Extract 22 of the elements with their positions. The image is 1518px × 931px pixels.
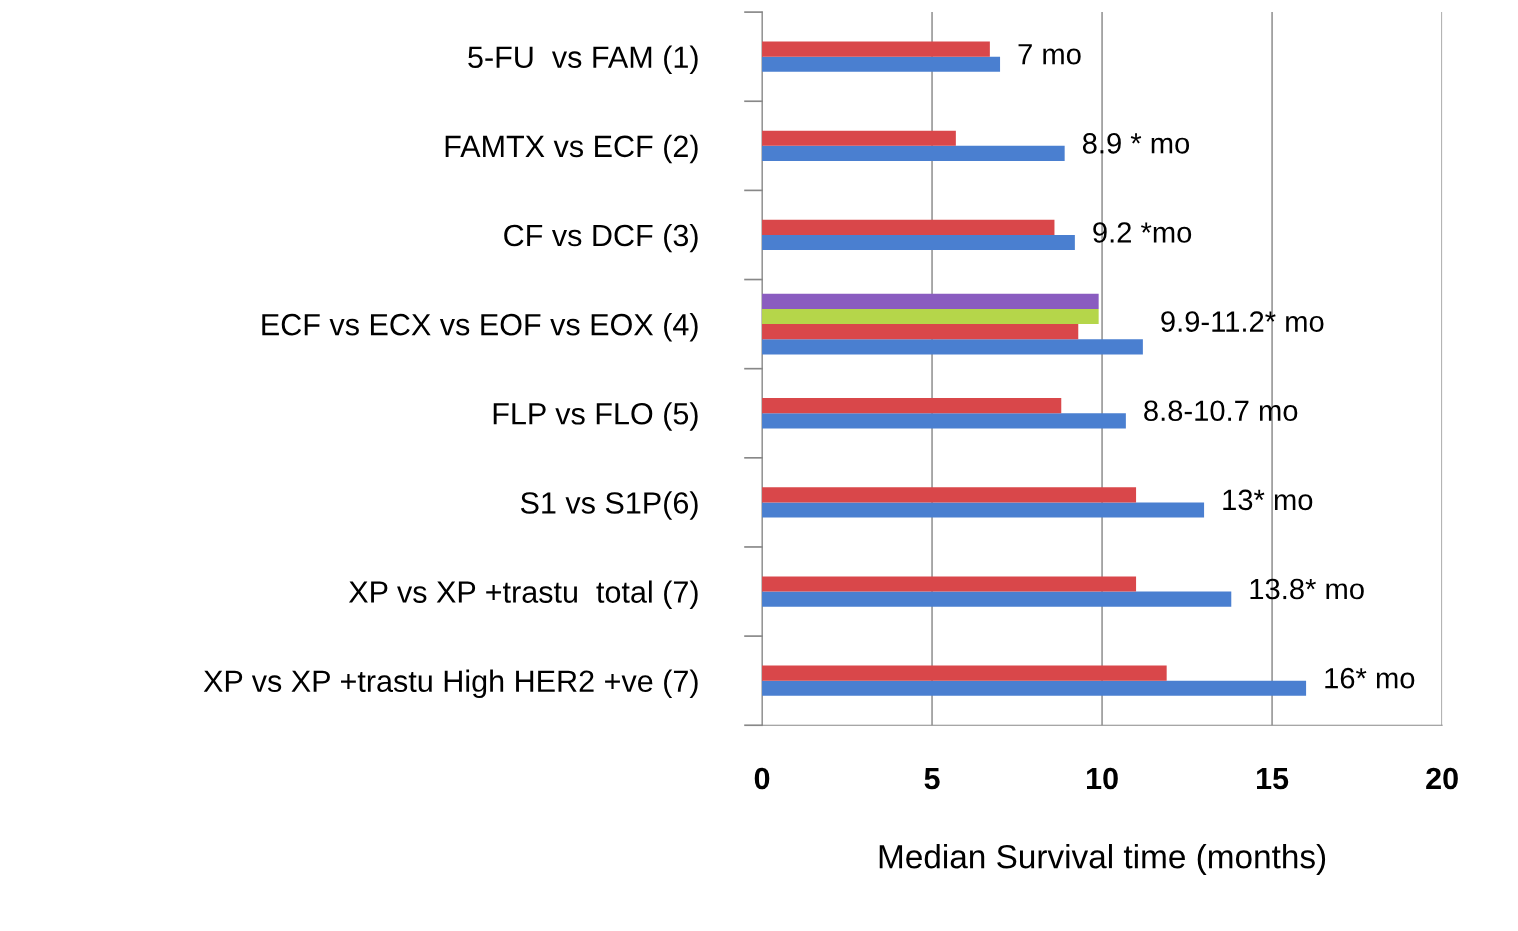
annotation: 13* mo [1223,489,1313,511]
annotation: 7 mo [1018,44,1081,65]
y-tick-label: XP vs XP +trastu total (7) [348,580,698,609]
y-tick-label: S1 vs S1P(6) [520,491,698,520]
annotation: 9.9-11.2* mo [1161,311,1324,332]
y-tick-label: 5-FU vs FAM (1) [468,45,698,75]
x-tick-label: 20 [1426,767,1458,790]
x-tick-label: 15 [1257,768,1289,790]
y-tick-label: CF vs DCF (3) [504,223,698,253]
y-tick-label: FAMTX vs ECF (2) [445,134,698,164]
annotation: 8.9 * mo [1082,132,1190,154]
x-axis-title: Median Survival time (months) [879,844,1326,876]
annotation: 16* mo [1325,667,1415,689]
annotation: 9.2 *mo [1093,222,1192,243]
x-tick-label: 10 [1087,767,1118,790]
y-tick-label: XP vs XP +trastu High HER2 +ve (7) [203,669,698,699]
annotation: 8.8-10.7 mo [1144,400,1298,422]
annotation: 13.8* mo [1250,578,1364,600]
y-tick-label: FLP vs FLO (5) [493,402,698,431]
x-tick-label: 5 [924,768,940,790]
y-tick-label: ECF vs ECX vs EOF vs EOX (4) [262,313,698,342]
x-tick-label: 0 [754,767,770,790]
